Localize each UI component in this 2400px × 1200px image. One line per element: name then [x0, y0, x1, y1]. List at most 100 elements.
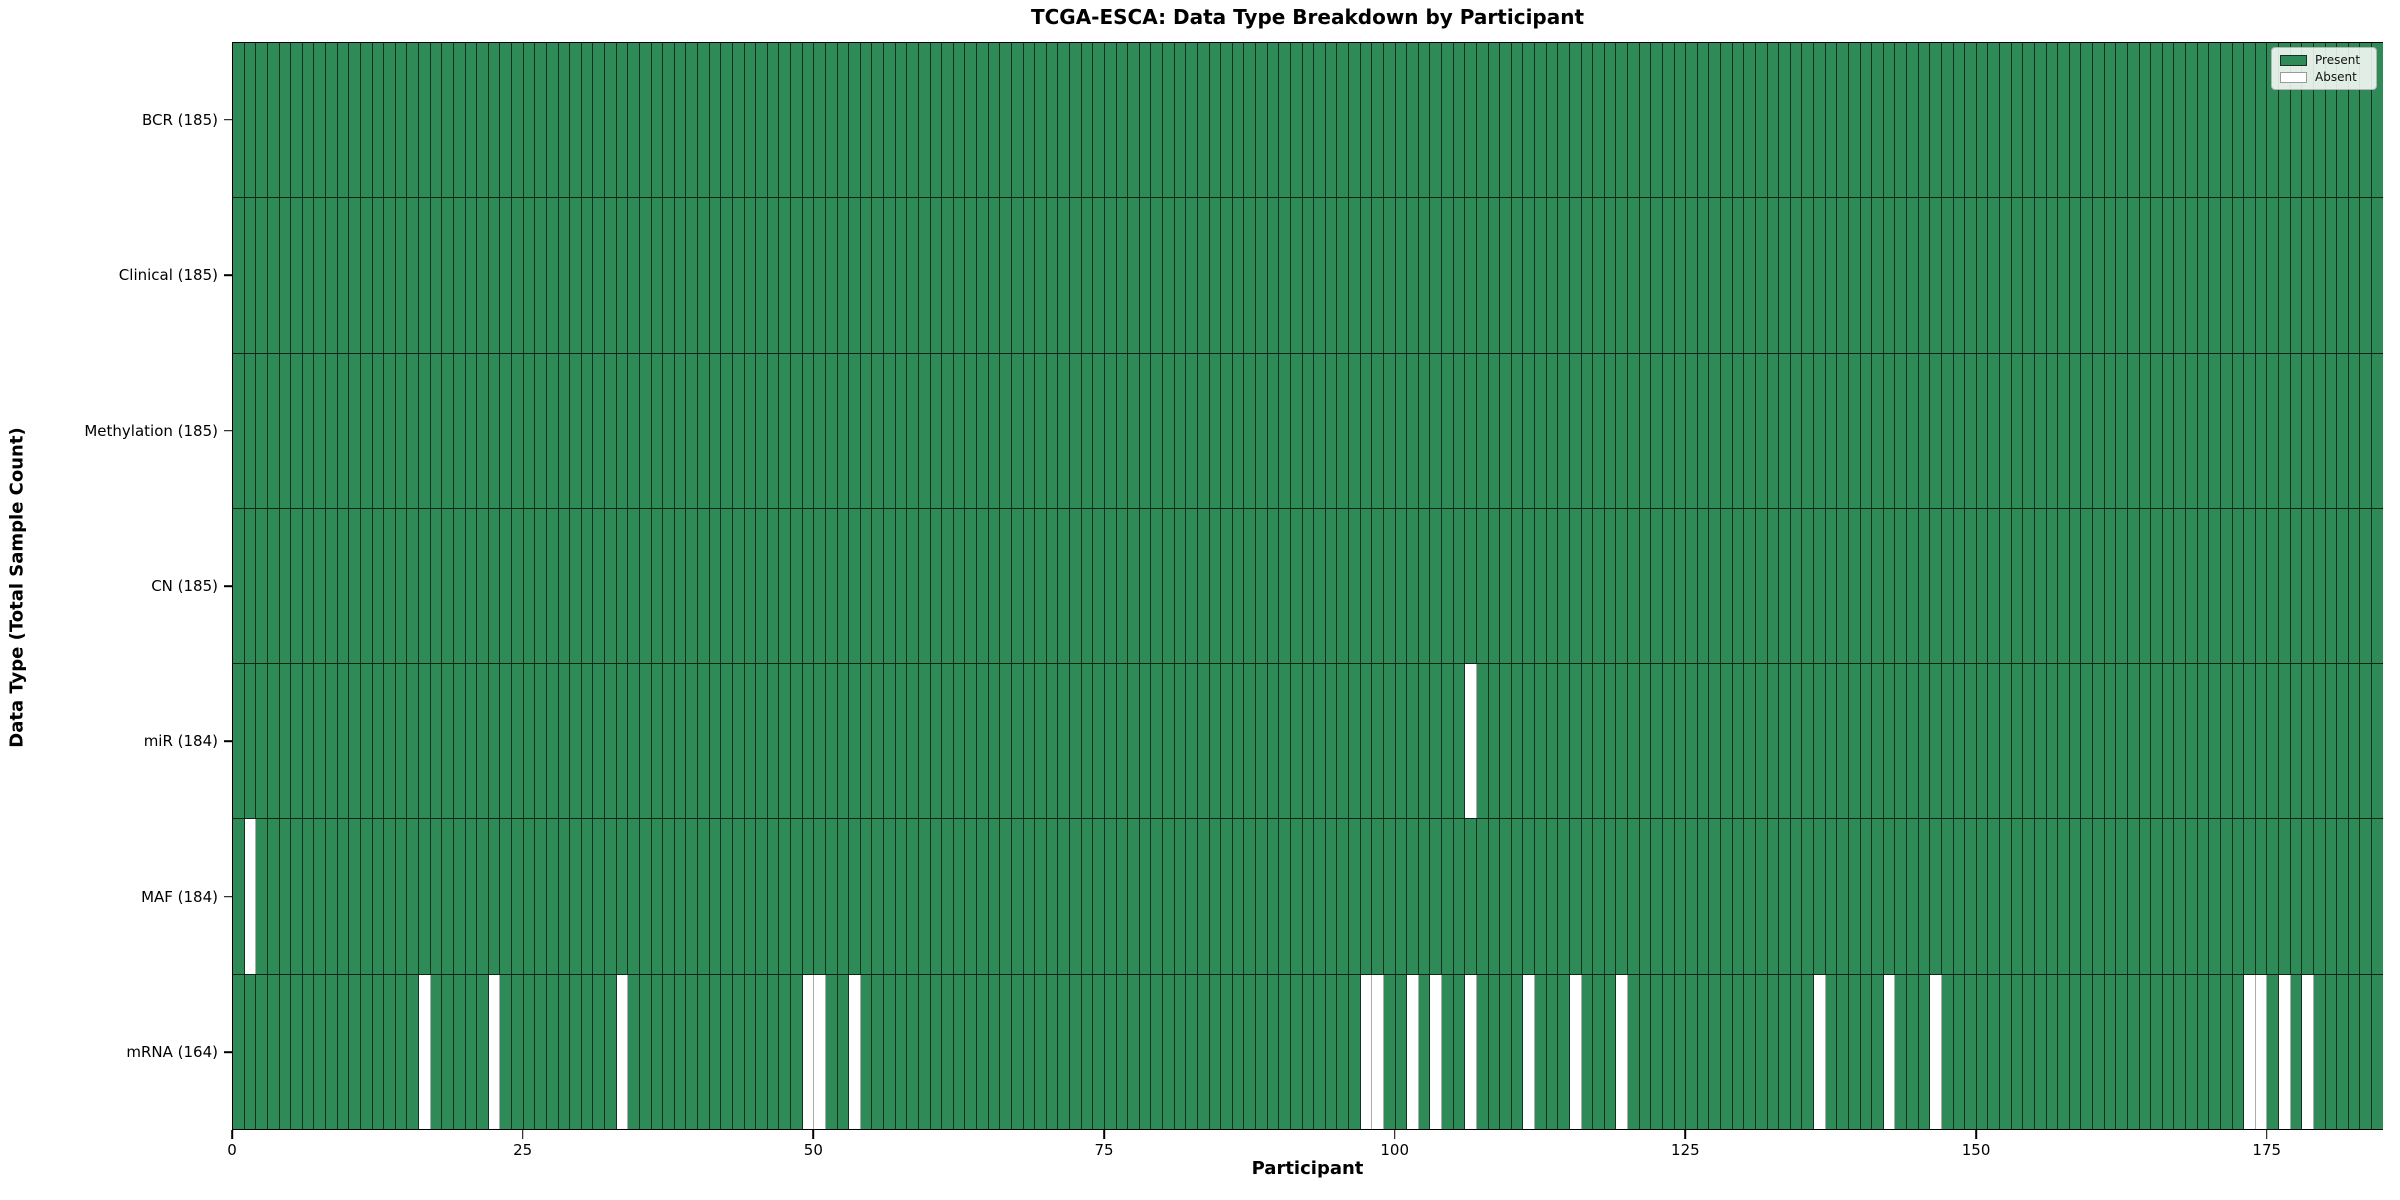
- participant-cell: [837, 198, 850, 353]
- participant-cell: [860, 353, 873, 508]
- participant-cell: [593, 198, 605, 353]
- participant-cell: [1302, 974, 1315, 1129]
- participant-cell: [639, 664, 652, 819]
- participant-cell: [1209, 819, 1222, 974]
- participant-cell: [2023, 198, 2035, 353]
- participant-cell: [616, 508, 629, 664]
- participant-cell: [2023, 974, 2035, 1129]
- participant-cell: [1197, 664, 1210, 819]
- participant-cell: [860, 664, 873, 819]
- participant-cell: [1988, 508, 2000, 664]
- participant-cell: [267, 508, 280, 664]
- participant-cell: [2372, 974, 2383, 1129]
- participant-cell: [1674, 198, 1687, 353]
- participant-cell: [535, 508, 547, 664]
- participant-cell: [1488, 43, 1501, 198]
- participant-cell: [1070, 664, 1082, 819]
- participant-cell: [663, 508, 675, 664]
- participant-cell: [2255, 974, 2268, 1129]
- participant-cell: [977, 664, 989, 819]
- participant-cell: [1442, 508, 1454, 664]
- participant-cell: [1407, 198, 1419, 353]
- participant-cell: [1604, 198, 1617, 353]
- participant-cell: [1953, 43, 1966, 198]
- participant-cell: [2069, 43, 2082, 198]
- participant-cell: [663, 974, 675, 1129]
- participant-cell: [988, 664, 1001, 819]
- participant-cell: [1802, 819, 1814, 974]
- participant-cell: [1930, 353, 1942, 508]
- participant-cell: [1151, 198, 1163, 353]
- participant-cell: [1128, 198, 1140, 353]
- participant-cell: [2093, 664, 2105, 819]
- participant-cell: [605, 664, 617, 819]
- participant-cell: [907, 508, 919, 664]
- participant-cell: [1616, 198, 1628, 353]
- participant-cell: [1465, 198, 1477, 353]
- participant-cell: [337, 819, 350, 974]
- participant-cell: [1581, 664, 1594, 819]
- participant-cell: [1116, 43, 1129, 198]
- participant-cell: [1779, 198, 1791, 353]
- participant-cell: [2011, 43, 2024, 198]
- participant-cell: [988, 508, 1001, 664]
- participant-cell: [570, 819, 582, 974]
- participant-cell: [1616, 819, 1628, 974]
- participant-cell: [302, 974, 315, 1129]
- participant-cell: [1674, 664, 1687, 819]
- participant-cell: [291, 819, 303, 974]
- participant-cell: [849, 664, 861, 819]
- participant-cell: [512, 974, 524, 1129]
- participant-cell: [2302, 508, 2314, 664]
- participant-cell: [2267, 198, 2279, 353]
- participant-cell: [1500, 353, 1512, 508]
- participant-cell: [895, 664, 908, 819]
- participant-cell: [663, 198, 675, 353]
- participant-cell: [1662, 664, 1675, 819]
- participant-cell: [628, 43, 640, 198]
- participant-cell: [314, 43, 326, 198]
- participant-cell: [244, 198, 257, 353]
- participant-cell: [314, 508, 326, 664]
- participant-cell: [442, 353, 454, 508]
- participant-cell: [1721, 974, 1733, 1129]
- participant-cell: [837, 974, 850, 1129]
- participant-cell: [825, 664, 838, 819]
- participant-cell: [2081, 198, 2093, 353]
- participant-cell: [1965, 974, 1977, 1129]
- participant-cell: [1686, 508, 1698, 664]
- participant-cell: [1837, 198, 1849, 353]
- participant-cell: [2058, 353, 2070, 508]
- participant-cell: [1442, 819, 1454, 974]
- participant-cell: [1593, 974, 1605, 1129]
- participant-cell: [2034, 664, 2047, 819]
- participant-cell: [895, 198, 908, 353]
- participant-cell: [1395, 353, 1408, 508]
- participant-cell: [1430, 664, 1442, 819]
- participant-cell: [918, 819, 931, 974]
- participant-cell: [244, 353, 257, 508]
- participant-cell: [1628, 974, 1640, 1129]
- participant-cell: [1744, 353, 1756, 508]
- participant-cell: [1767, 664, 1780, 819]
- participant-cell: [674, 664, 687, 819]
- participant-cell: [1197, 198, 1210, 353]
- participant-cell: [2116, 43, 2128, 198]
- participant-cell: [2302, 974, 2314, 1129]
- participant-cell: [2209, 353, 2221, 508]
- participant-cell: [1593, 508, 1605, 664]
- participant-cell: [1523, 664, 1535, 819]
- participant-cell: [2186, 353, 2198, 508]
- participant-cell: [1755, 353, 1768, 508]
- participant-cell: [988, 974, 1001, 1129]
- participant-cell: [1546, 664, 1559, 819]
- participant-cell: [1163, 198, 1175, 353]
- participant-cell: [884, 974, 896, 1129]
- participant-cell: [279, 664, 292, 819]
- participant-cell: [965, 819, 977, 974]
- participant-cell: [1825, 974, 1838, 1129]
- participant-cell: [1907, 664, 1919, 819]
- participant-cell: [1476, 508, 1489, 664]
- participant-cell: [1883, 974, 1896, 1129]
- participant-cell: [477, 43, 489, 198]
